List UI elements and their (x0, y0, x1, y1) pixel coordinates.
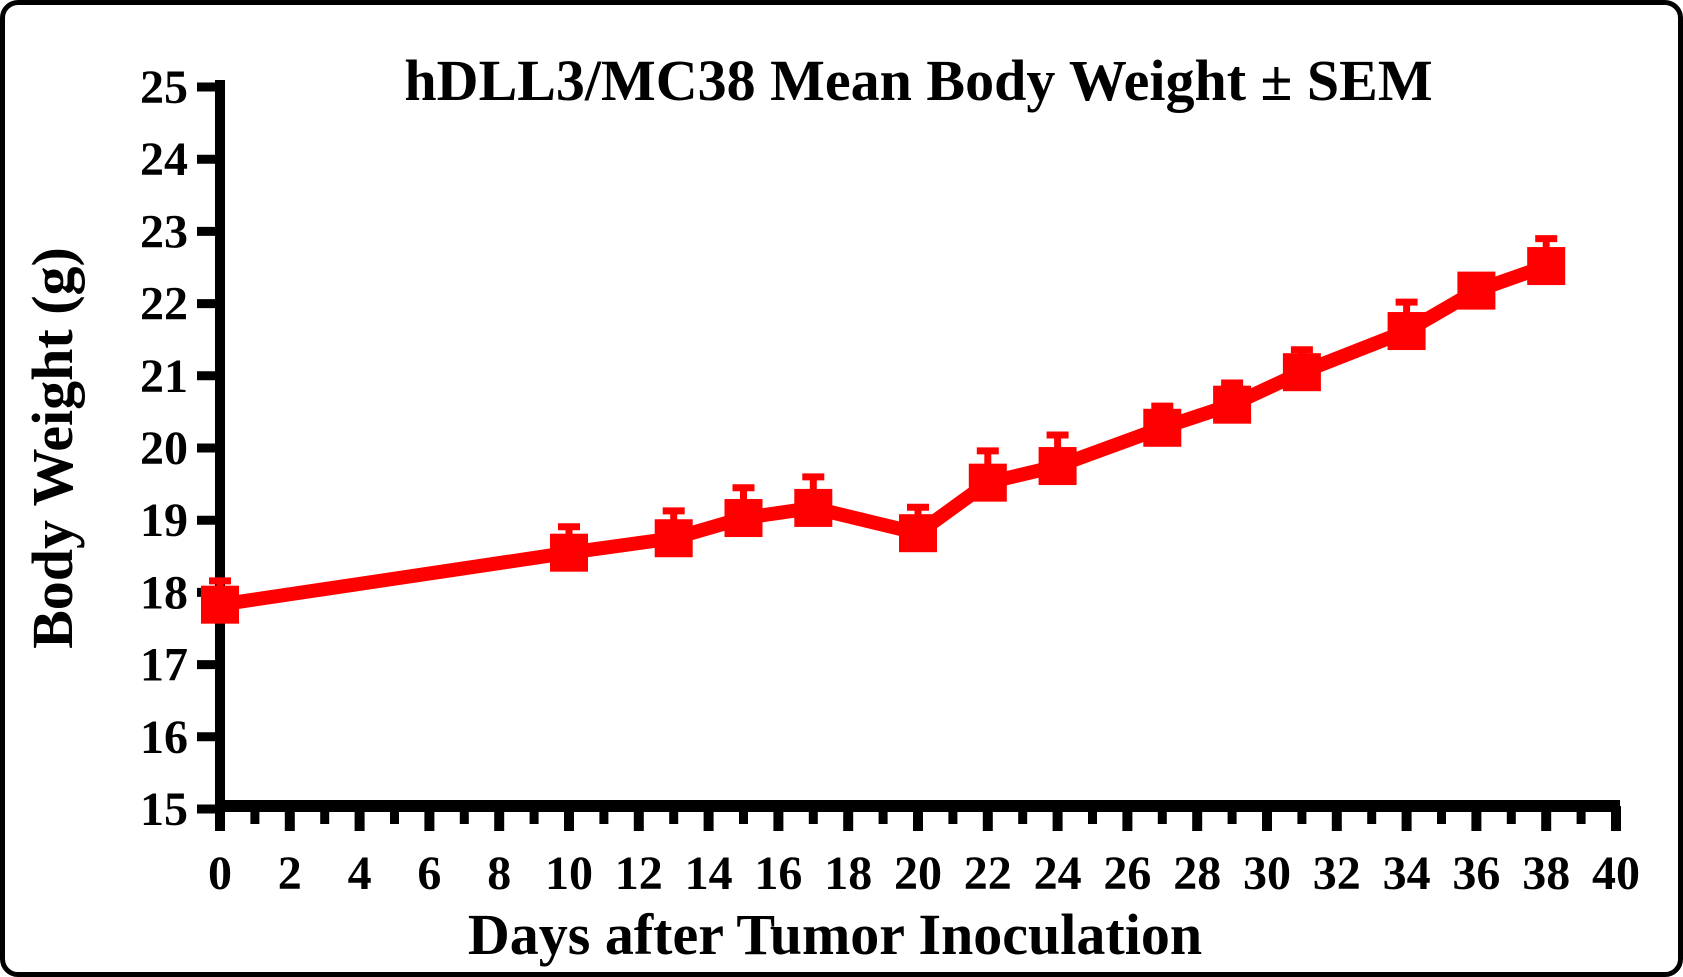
x-tick-label: 20 (894, 847, 942, 900)
x-tick-label: 28 (1173, 847, 1221, 900)
data-point-marker (968, 463, 1007, 502)
x-tick-label: 8 (487, 847, 511, 900)
x-tick-label: 6 (417, 847, 441, 900)
chart-title: hDLL3/MC38 Mean Body Weight ± SEM (404, 48, 1433, 113)
x-tick-label: 10 (545, 847, 593, 900)
data-point-marker (1387, 312, 1426, 351)
data-point-marker (1527, 247, 1566, 286)
data-point-marker (1143, 408, 1182, 447)
data-point-marker (1213, 385, 1252, 424)
x-tick-label: 12 (615, 847, 663, 900)
data-point-marker (201, 585, 239, 624)
data-point-marker (654, 519, 693, 558)
x-tick-label: 38 (1522, 847, 1570, 900)
x-tick-label: 40 (1592, 847, 1640, 900)
data-point-marker (1038, 447, 1077, 486)
y-tick-label: 25 (140, 61, 188, 114)
x-tick-label: 32 (1313, 847, 1361, 900)
x-tick-label: 14 (685, 847, 733, 900)
data-line (213, 259, 1554, 612)
x-tick-label: 26 (1103, 847, 1151, 900)
x-tick-label: 30 (1243, 847, 1291, 900)
y-tick-label: 20 (140, 422, 188, 475)
data-point-marker (1457, 271, 1496, 310)
y-tick-label: 18 (140, 566, 188, 619)
y-tick-label: 15 (140, 783, 188, 836)
y-tick-label: 16 (140, 711, 188, 764)
x-tick-label: 36 (1452, 847, 1500, 900)
x-tick-label: 16 (754, 847, 802, 900)
data-point-marker (724, 499, 763, 538)
x-tick-label: 0 (208, 847, 232, 900)
y-tick-label: 21 (140, 350, 188, 403)
y-tick-label: 24 (140, 133, 188, 186)
y-axis-label: Body Weight (g) (20, 247, 85, 649)
y-tick-label: 19 (140, 494, 188, 547)
y-tick-label: 23 (140, 205, 188, 258)
data-point-marker (550, 533, 588, 572)
x-tick-label: 34 (1383, 847, 1431, 900)
x-tick-label: 4 (348, 847, 372, 900)
x-tick-label: 18 (824, 847, 872, 900)
x-tick-label: 22 (964, 847, 1012, 900)
data-point-marker (899, 514, 937, 553)
x-tick-label: 2 (278, 847, 302, 900)
data-point-marker (794, 488, 833, 527)
x-axis-label: Days after Tumor Inoculation (467, 902, 1203, 967)
x-tick-label: 24 (1034, 847, 1082, 900)
y-tick-label: 22 (140, 278, 188, 331)
y-tick-label: 17 (140, 639, 188, 692)
data-point-marker (1282, 353, 1321, 392)
